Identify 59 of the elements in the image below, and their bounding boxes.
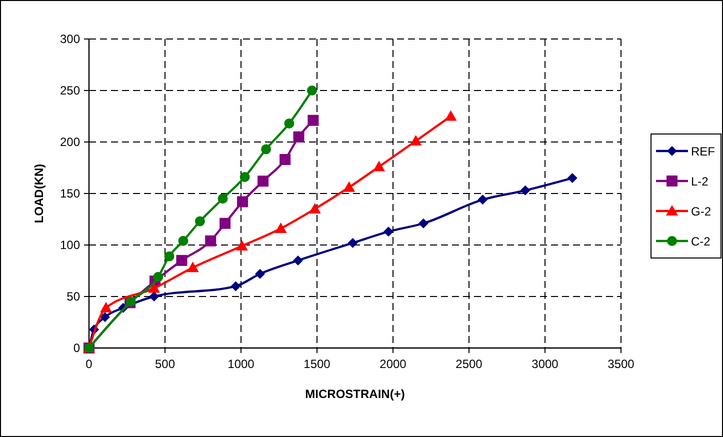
point [205,235,216,246]
x-tick-label: 1000 [228,357,255,371]
point [274,222,287,234]
point [236,240,248,251]
point [478,194,488,205]
y-tick-label: 200 [60,135,80,149]
point [237,196,248,208]
point [293,131,304,142]
legend-label: G-2 [691,204,712,218]
point [176,254,188,266]
point [186,262,199,272]
point [293,255,303,266]
point [230,281,241,292]
point [306,86,317,96]
y-tick-label: 0 [73,341,80,355]
y-tick-label: 300 [60,32,80,46]
x-tick-label: 3500 [608,357,635,371]
point [100,312,110,322]
point [520,185,530,196]
point [100,302,112,312]
point [383,226,394,237]
y-tick-label: 250 [60,84,80,98]
x-tick-label: 2000 [380,357,407,371]
point [567,173,578,184]
point [164,251,174,262]
point [194,216,205,226]
y-tick-label: 50 [66,290,80,304]
point [178,236,188,246]
x-tick-label: 2500 [456,357,483,371]
point [348,238,358,248]
point [261,144,272,154]
legend-label: REF [691,144,715,158]
point [343,181,356,192]
y-tick-label: 150 [60,186,80,200]
point [308,114,319,126]
point [444,110,457,121]
point [280,154,291,166]
point [308,202,321,214]
point [373,160,386,172]
legend-label: L-2 [691,174,709,188]
point [218,194,228,204]
point [149,292,160,302]
x-tick-label: 1500 [304,357,331,371]
x-tick-label: 0 [86,357,93,371]
point [418,218,428,228]
y-axis-title: LOAD(KN) [32,164,46,224]
point [153,272,164,282]
x-tick-label: 3000 [532,357,559,371]
x-axis-title: MICROSTRAIN(+) [305,387,405,401]
point [148,282,160,293]
point [410,134,422,146]
y-tick-label: 100 [60,238,80,252]
point [284,118,294,128]
point [240,172,250,182]
point [220,218,231,229]
point [255,268,265,279]
point [258,176,269,187]
x-tick-label: 500 [154,357,176,371]
legend-label: C-2 [691,234,711,248]
